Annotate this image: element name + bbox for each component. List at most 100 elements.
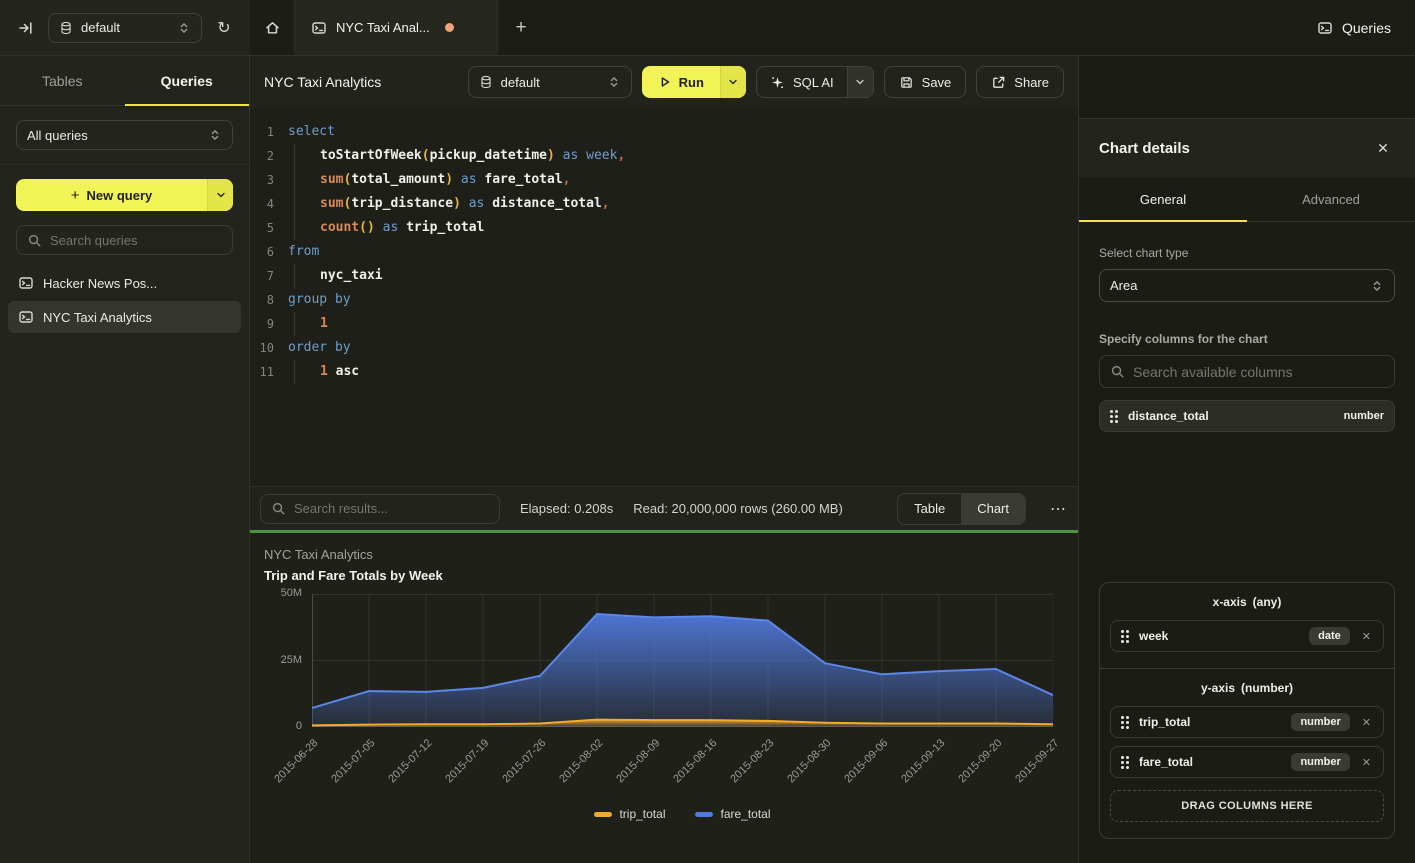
y-axis-tick: 50M — [280, 587, 302, 599]
chart-plot[interactable] — [312, 594, 1053, 727]
share-button[interactable]: Share — [976, 66, 1064, 98]
code-line[interactable]: 7 nyc_taxi — [250, 264, 1078, 288]
new-query-dropdown[interactable] — [207, 179, 233, 211]
y-axis-column-trip-total[interactable]: trip_total number ✕ — [1110, 706, 1384, 738]
updown-chevron-icon — [177, 21, 191, 35]
line-number: 1 — [266, 125, 274, 139]
tab-nyc-taxi-analytics[interactable]: NYC Taxi Anal... — [294, 0, 498, 55]
updown-chevron-icon — [1370, 279, 1384, 293]
tab-queries[interactable]: Queries — [124, 56, 250, 106]
code-line[interactable]: 10 order by — [250, 336, 1078, 360]
column-type-badge: date — [1309, 627, 1350, 645]
code-line[interactable]: 2 toStartOfWeek(pickup_datetime) as week, — [250, 144, 1078, 168]
sparkle-icon — [770, 75, 785, 90]
remove-column-icon[interactable]: ✕ — [1361, 630, 1371, 643]
axes-card: x-axis (any) week date ✕ y-axis (number) t… — [1099, 582, 1395, 839]
query-search-input[interactable] — [50, 232, 222, 248]
drag-handle-icon[interactable] — [1121, 755, 1129, 769]
sql-ai-button[interactable]: SQL AI — [755, 66, 874, 98]
database-selector[interactable]: default — [48, 12, 202, 43]
y-axis-column-fare-total[interactable]: fare_total number ✕ — [1110, 746, 1384, 778]
results-search[interactable] — [260, 493, 500, 524]
drag-handle-icon[interactable] — [1121, 629, 1129, 643]
tab-advanced[interactable]: Advanced — [1247, 178, 1415, 221]
drop-zone[interactable]: DRAG COLUMNS HERE — [1110, 790, 1384, 822]
legend-item-trip-total[interactable]: trip_total — [594, 807, 665, 821]
collapse-sidebar-icon[interactable] — [14, 16, 38, 40]
legend-item-fare-total[interactable]: fare_total — [695, 807, 771, 821]
axis-divider — [1100, 668, 1394, 669]
x-axis-labels: 2015-06-28 2015-07-05 2015-07-12 2015-07-19… — [250, 729, 1078, 801]
chart-type-value: Area — [1110, 278, 1138, 293]
tab-tables-label: Tables — [42, 72, 83, 89]
save-button[interactable]: Save — [883, 66, 967, 98]
x-axis-title: x-axis — [1212, 595, 1247, 609]
queries-button-label: Queries — [1341, 19, 1391, 36]
share-label: Share — [1014, 74, 1049, 90]
line-number: 4 — [266, 197, 274, 211]
tab-general[interactable]: General — [1079, 178, 1247, 222]
column-name: trip_total — [1139, 715, 1191, 729]
chart-type-select[interactable]: Area — [1099, 269, 1395, 302]
run-button[interactable]: Run — [641, 66, 746, 98]
more-options-icon[interactable]: ⋯ — [1046, 497, 1070, 521]
tab-strip: NYC Taxi Anal... + Queries — [250, 0, 1415, 55]
columns-search[interactable] — [1099, 355, 1395, 388]
new-query-main[interactable]: + New query — [16, 179, 207, 211]
code-line[interactable]: 1 select — [250, 120, 1078, 144]
results-search-input[interactable] — [294, 501, 489, 516]
line-number: 3 — [266, 173, 274, 187]
x-axis-tick: 2015-09-13 — [899, 737, 948, 786]
y-axis-qualifier: (number) — [1241, 681, 1294, 695]
tab-queries-label: Queries — [160, 72, 213, 89]
line-number: 10 — [259, 341, 274, 355]
home-tab[interactable] — [250, 0, 294, 55]
sidebar-item-nyc-taxi-analytics[interactable]: NYC Taxi Analytics — [8, 301, 241, 333]
sql-ai-main[interactable]: SQL AI — [757, 67, 847, 97]
x-axis-column-week[interactable]: week date ✕ — [1110, 620, 1384, 652]
editor-database-selector[interactable]: default — [467, 66, 632, 98]
view-toggle-chart[interactable]: Chart — [961, 493, 1025, 524]
y-axis-tick: 25M — [280, 653, 302, 666]
query-search[interactable] — [16, 225, 233, 255]
view-toggle-table[interactable]: Table — [914, 501, 946, 516]
close-icon[interactable]: ✕ — [1371, 137, 1395, 161]
unsaved-changes-dot — [444, 23, 454, 32]
panel-content: Select chart type Area Specify columns f… — [1079, 222, 1415, 863]
drag-handle-icon[interactable] — [1121, 715, 1129, 729]
new-query-button[interactable]: + New query — [16, 179, 233, 211]
remove-column-icon[interactable]: ✕ — [1361, 716, 1371, 729]
code-line[interactable]: 4 sum(trip_distance) as distance_total, — [250, 192, 1078, 216]
drag-handle-icon[interactable] — [1110, 409, 1118, 423]
sql-ai-dropdown[interactable] — [846, 67, 873, 97]
sidebar-item-label: NYC Taxi Analytics — [43, 309, 152, 325]
columns-search-input[interactable] — [1133, 363, 1384, 380]
y-axis-columns: trip_total number ✕ fare_total number ✕ — [1110, 706, 1384, 778]
code-line[interactable]: 6 from — [250, 240, 1078, 264]
remove-column-icon[interactable]: ✕ — [1361, 756, 1371, 769]
refresh-icon[interactable]: ↻ — [212, 16, 236, 40]
code-line[interactable]: 5 count() as trip_total — [250, 216, 1078, 240]
query-filter-select[interactable]: All queries — [16, 120, 233, 150]
new-tab-button[interactable]: + — [498, 0, 544, 55]
code-text: order by — [288, 340, 351, 355]
code-text: 1 — [288, 312, 328, 336]
sidebar: Tables Queries All queries + New query — [0, 56, 250, 863]
code-line[interactable]: 11 1 asc — [250, 360, 1078, 384]
available-column-distance-total[interactable]: distance_total number — [1099, 400, 1395, 432]
run-main[interactable]: Run — [642, 66, 720, 98]
code-line[interactable]: 3 sum(total_amount) as fare_total, — [250, 168, 1078, 192]
sql-editor[interactable]: 1 select 2 toStartOfWeek(pickup_datetime) a… — [250, 108, 1078, 486]
code-text: toStartOfWeek(pickup_datetime) as week, — [288, 144, 625, 168]
tab-general-label: General — [1139, 192, 1187, 207]
query-filter-value: All queries — [27, 127, 88, 143]
chart-legend: trip_total fare_total — [312, 807, 1053, 821]
code-line[interactable]: 8 group by — [250, 288, 1078, 312]
run-dropdown[interactable] — [719, 66, 746, 98]
queries-button[interactable]: Queries — [1317, 0, 1391, 55]
play-icon — [658, 75, 672, 89]
sidebar-item-hacker-news-pos[interactable]: Hacker News Pos... — [8, 267, 241, 299]
share-icon — [991, 75, 1006, 90]
tab-tables[interactable]: Tables — [0, 56, 125, 105]
